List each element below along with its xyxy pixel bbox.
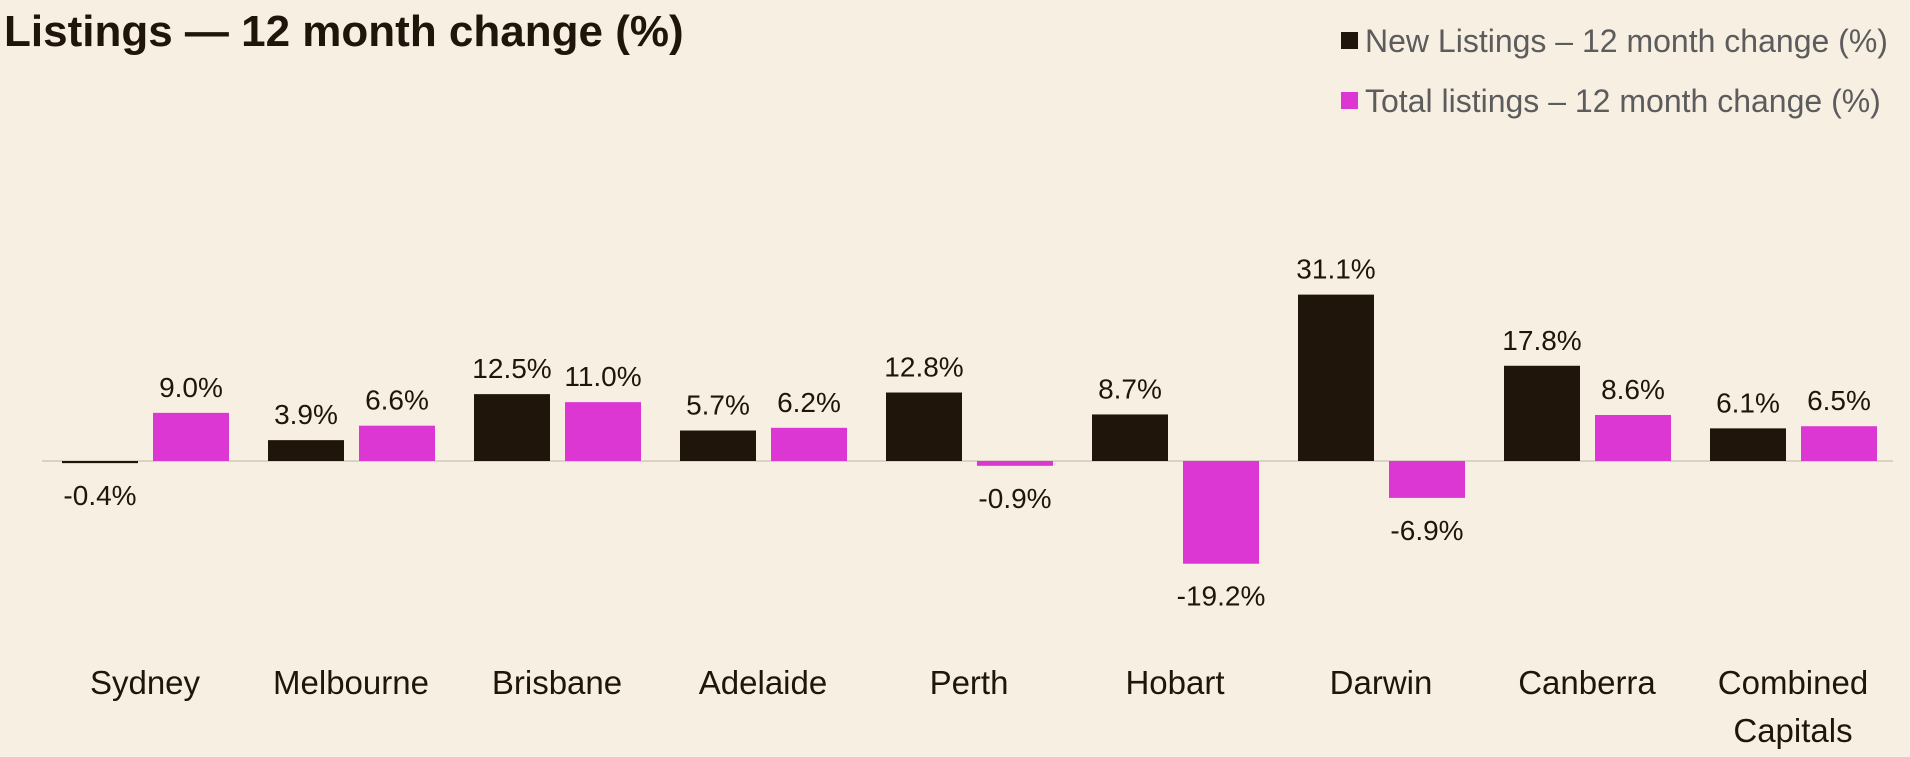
bar-adelaide-total — [771, 427, 847, 461]
value-label-brisbane-new: 12.5% — [472, 353, 551, 384]
legend-label-new-listings: New Listings – 12 month change (%) — [1365, 23, 1888, 59]
category-label-brisbane: Brisbane — [492, 664, 622, 701]
category-label-perth: Perth — [930, 664, 1009, 701]
bar-canberra-total — [1595, 414, 1671, 461]
value-label-brisbane-total: 11.0% — [564, 361, 641, 392]
value-label-combined-capitals-total: 6.5% — [1807, 385, 1871, 416]
value-label-melbourne-total: 6.6% — [365, 385, 429, 416]
value-label-sydney-total: 9.0% — [159, 372, 223, 403]
category-label-darwin: Darwin — [1330, 664, 1433, 701]
bar-combined-capitals-new — [1710, 428, 1786, 461]
bar-brisbane-total — [565, 402, 641, 461]
category-label-adelaide: Adelaide — [699, 664, 827, 701]
bar-darwin-total — [1389, 461, 1465, 498]
category-label-combined-capitals: Combined Capitals — [1718, 664, 1868, 749]
bar-perth-total — [977, 461, 1053, 466]
bar-sydney-new — [62, 461, 138, 464]
value-label-darwin-total: -6.9% — [1390, 515, 1463, 546]
category-label-hobart: Hobart — [1125, 664, 1224, 701]
bars — [62, 294, 1877, 564]
bar-melbourne-total — [359, 425, 435, 461]
value-label-sydney-new: -0.4% — [63, 480, 136, 511]
value-label-adelaide-new: 5.7% — [686, 390, 750, 421]
value-label-darwin-new: 31.1% — [1296, 254, 1375, 285]
bar-melbourne-new — [268, 440, 344, 461]
bar-darwin-new — [1298, 294, 1374, 461]
value-label-adelaide-total: 6.2% — [777, 387, 841, 418]
legend-swatch-total-listings — [1341, 92, 1358, 109]
category-label-melbourne: Melbourne — [273, 664, 429, 701]
bar-brisbane-new — [474, 394, 550, 461]
category-label-canberra: Canberra — [1518, 664, 1656, 701]
bar-adelaide-new — [680, 430, 756, 461]
value-label-perth-total: -0.9% — [978, 483, 1051, 514]
value-label-combined-capitals-new: 6.1% — [1716, 387, 1780, 418]
chart-title: Listings — 12 month change (%) — [4, 7, 684, 56]
value-label-melbourne-new: 3.9% — [274, 399, 338, 430]
value-label-canberra-new: 17.8% — [1502, 325, 1581, 356]
bar-canberra-new — [1504, 365, 1580, 461]
bar-perth-new — [886, 392, 962, 461]
category-labels: Sydney Melbourne Brisbane Adelaide Perth Hoba… — [90, 664, 1868, 749]
value-label-hobart-new: 8.7% — [1098, 373, 1162, 404]
value-label-canberra-total: 8.6% — [1601, 374, 1665, 405]
legend: New Listings – 12 month change (%) Total… — [1341, 23, 1888, 119]
bar-sydney-total — [153, 412, 229, 461]
bar-hobart-new — [1092, 414, 1168, 461]
bar-combined-capitals-total — [1801, 426, 1877, 461]
value-label-hobart-total: -19.2% — [1177, 581, 1266, 612]
value-label-perth-new: 12.8% — [884, 352, 963, 383]
legend-label-total-listings: Total listings – 12 month change (%) — [1365, 83, 1881, 119]
bar-hobart-total — [1183, 461, 1259, 564]
legend-swatch-new-listings — [1341, 32, 1358, 49]
category-label-sydney: Sydney — [90, 664, 201, 701]
value-labels: -0.4% 9.0% 3.9% 6.6% 12.5% 11.0% 5.7% 6.2% 12.8%… — [63, 254, 1870, 612]
